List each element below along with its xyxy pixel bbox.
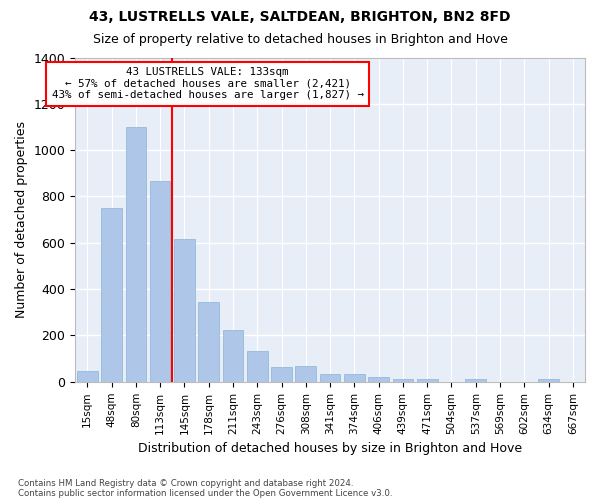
Text: Contains HM Land Registry data © Crown copyright and database right 2024.: Contains HM Land Registry data © Crown c… bbox=[18, 478, 353, 488]
Bar bbox=[174, 240, 195, 382]
X-axis label: Distribution of detached houses by size in Brighton and Hove: Distribution of detached houses by size … bbox=[138, 442, 522, 455]
Bar bbox=[223, 330, 243, 382]
Bar bbox=[417, 379, 437, 382]
Bar bbox=[320, 374, 340, 382]
Bar bbox=[199, 302, 219, 382]
Bar bbox=[392, 379, 413, 382]
Bar bbox=[247, 350, 268, 382]
Bar bbox=[77, 370, 98, 382]
Bar bbox=[295, 366, 316, 382]
Text: Contains public sector information licensed under the Open Government Licence v3: Contains public sector information licen… bbox=[18, 488, 392, 498]
Y-axis label: Number of detached properties: Number of detached properties bbox=[15, 121, 28, 318]
Bar bbox=[466, 379, 486, 382]
Bar bbox=[101, 208, 122, 382]
Text: Size of property relative to detached houses in Brighton and Hove: Size of property relative to detached ho… bbox=[92, 32, 508, 46]
Text: 43 LUSTRELLS VALE: 133sqm
← 57% of detached houses are smaller (2,421)
43% of se: 43 LUSTRELLS VALE: 133sqm ← 57% of detac… bbox=[52, 67, 364, 100]
Bar bbox=[538, 379, 559, 382]
Bar bbox=[271, 367, 292, 382]
Bar bbox=[150, 182, 170, 382]
Text: 43, LUSTRELLS VALE, SALTDEAN, BRIGHTON, BN2 8FD: 43, LUSTRELLS VALE, SALTDEAN, BRIGHTON, … bbox=[89, 10, 511, 24]
Bar bbox=[344, 374, 365, 382]
Bar bbox=[125, 127, 146, 382]
Bar bbox=[368, 377, 389, 382]
